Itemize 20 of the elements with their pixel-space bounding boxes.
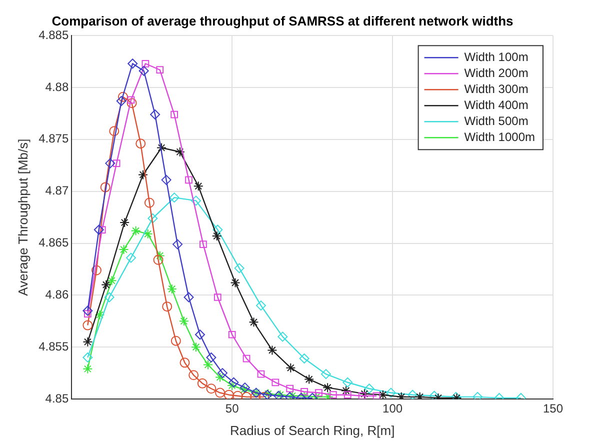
- y-tick-label: 4.85: [45, 391, 69, 406]
- legend-label: Width 400m: [464, 98, 528, 112]
- x-axis-title: Radius of Search Ring, R[m]: [230, 422, 395, 438]
- y-tick-label: 4.88: [45, 80, 69, 94]
- y-tick-label: 4.86: [45, 287, 69, 302]
- y-tick-label: 4.885: [38, 28, 69, 42]
- x-tick-label: 100: [382, 402, 403, 416]
- legend-label: Width 100m: [464, 50, 528, 64]
- y-tick-label: 4.865: [38, 236, 69, 250]
- legend-label: Width 1000m: [464, 130, 536, 144]
- y-tick-label: 4.87: [45, 184, 69, 198]
- x-tick-label: 50: [225, 402, 240, 416]
- y-tick-label: 4.855: [38, 339, 69, 354]
- x-tick-label: 150: [542, 402, 564, 416]
- y-axis-title: Average Throughput [Mb/s]: [15, 138, 30, 296]
- chart-title: Comparison of average throughput of SAMRSS at different network widths: [52, 13, 514, 28]
- legend-label: Width 200m: [464, 66, 528, 80]
- legend-label: Width 300m: [464, 82, 528, 96]
- legend-label: Width 500m: [464, 114, 528, 128]
- y-tick-label: 4.875: [38, 132, 69, 146]
